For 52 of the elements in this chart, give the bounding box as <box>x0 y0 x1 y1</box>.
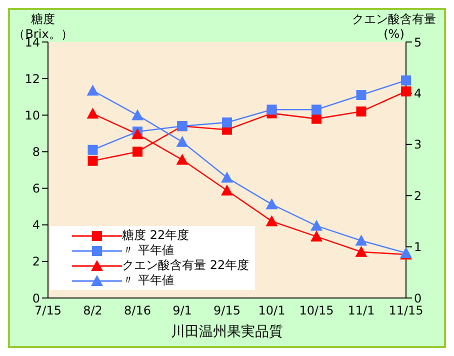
y2-tick-label: 1 <box>414 240 422 254</box>
y-tick-label: 8 <box>32 144 40 159</box>
x-tick-label: 8/16 <box>124 304 151 318</box>
point <box>132 109 144 120</box>
y-tick-label: 10 <box>24 108 40 122</box>
y2-tick-label: 2 <box>414 188 422 203</box>
point <box>86 84 99 96</box>
point <box>176 154 188 165</box>
x-axis-title: 川田温州果実品質 <box>171 324 283 340</box>
point <box>310 220 322 231</box>
point <box>310 230 322 242</box>
y-tick-label: 6 <box>32 182 40 196</box>
point <box>132 146 142 157</box>
point <box>312 104 322 115</box>
y-tick-label: 4 <box>32 218 40 232</box>
point <box>221 184 233 196</box>
point <box>356 106 366 116</box>
point <box>356 90 366 100</box>
point <box>312 114 322 124</box>
y2-tick-label: 3 <box>414 138 422 152</box>
legend-label: 〃 平年値 <box>122 243 174 257</box>
point <box>221 172 233 183</box>
point <box>266 215 278 226</box>
x-tick-label: 10/1 <box>258 304 286 318</box>
y2-tick-label: 4 <box>414 86 422 100</box>
point <box>401 75 411 86</box>
x-tick-label: 9/1 <box>172 304 192 318</box>
x-tick-label: 11/1 <box>348 304 375 318</box>
point <box>222 117 232 128</box>
x-tick-label: 8/2 <box>83 304 102 318</box>
y-tick-label: 12 <box>24 72 40 86</box>
point <box>88 156 98 166</box>
legend-label: 糖度 22年度 <box>122 228 190 242</box>
legend-label: 〃 平年値 <box>122 273 174 287</box>
x-tick-label: 11/15 <box>388 304 424 318</box>
y2-tick-label: 0 <box>414 291 422 306</box>
point <box>401 86 411 96</box>
x-tick-label: 7/15 <box>34 304 62 318</box>
point <box>266 104 277 115</box>
point <box>355 234 368 246</box>
point <box>355 246 368 257</box>
x-tick-label: 9/15 <box>214 304 240 318</box>
y-tick-label: 0 <box>32 291 40 306</box>
point <box>86 108 99 119</box>
point <box>266 198 278 210</box>
point <box>88 144 98 155</box>
y2-tick-label: 5 <box>414 35 422 50</box>
point <box>176 136 188 147</box>
point <box>132 128 144 140</box>
legend-label: クエン酸含有量 22年度 <box>122 258 250 272</box>
y-tick-label: 2 <box>32 254 40 269</box>
x-tick-label: 10/15 <box>299 304 334 318</box>
